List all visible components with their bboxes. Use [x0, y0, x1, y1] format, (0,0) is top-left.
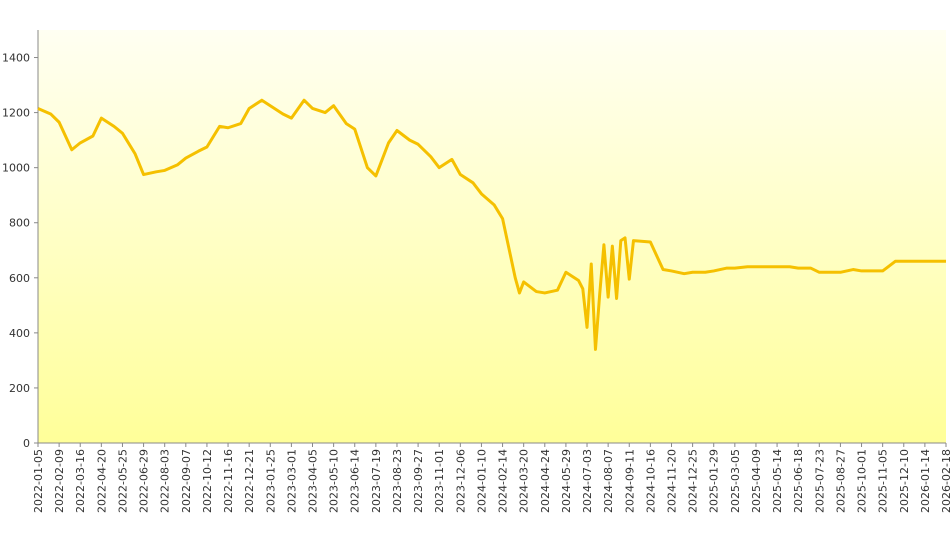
- x-tick-label: 2025-03-05: [729, 449, 742, 513]
- x-tick-label: 2022-10-12: [201, 449, 214, 513]
- x-tick-label: 2023-03-01: [285, 449, 298, 513]
- x-tick-label: 2022-01-05: [32, 449, 45, 513]
- y-tick-label: 800: [9, 217, 30, 230]
- x-tick-label: 2024-10-16: [644, 449, 657, 513]
- y-tick-label: 200: [9, 382, 30, 395]
- x-tick-label: 2023-09-27: [412, 449, 425, 513]
- x-tick-label: 2022-11-16: [222, 449, 235, 513]
- y-tick-label: 0: [23, 437, 30, 450]
- x-tick-label: 2022-06-29: [138, 449, 151, 513]
- x-tick-label: 2024-11-20: [665, 449, 678, 513]
- y-tick-label: 1000: [2, 162, 30, 175]
- x-tick-label: 2022-03-16: [74, 449, 87, 513]
- x-tick-label: 2023-07-19: [370, 449, 383, 513]
- x-tick-label: 2025-08-27: [834, 449, 847, 513]
- x-tick-label: 2024-08-07: [602, 449, 615, 513]
- y-tick-label: 1200: [2, 107, 30, 120]
- x-tick-label: 2026-02-18: [940, 449, 950, 513]
- x-tick-label: 2022-09-07: [180, 449, 193, 513]
- x-tick-label: 2024-09-11: [623, 449, 636, 513]
- x-tick-label: 2024-03-20: [518, 449, 531, 513]
- x-tick-label: 2025-10-01: [856, 449, 869, 513]
- x-tick-label: 2022-02-09: [53, 449, 66, 513]
- x-tick-label: 2023-08-23: [391, 449, 404, 513]
- x-tick-label: 2026-01-14: [919, 449, 932, 513]
- x-tick-label: 2022-12-21: [243, 449, 256, 513]
- x-tick-label: 2023-06-14: [349, 449, 362, 513]
- x-tick-label: 2024-02-14: [497, 449, 510, 513]
- x-tick-label: 2025-05-14: [771, 449, 784, 513]
- x-tick-label: 2025-12-10: [898, 449, 911, 513]
- x-tick-label: 2023-11-01: [433, 449, 446, 513]
- x-tick-label: 2024-01-10: [475, 449, 488, 513]
- x-tick-label: 2022-08-03: [159, 449, 172, 513]
- x-tick-label: 2025-11-05: [877, 449, 890, 513]
- plot-area: [38, 30, 946, 443]
- x-tick-label: 2025-01-29: [708, 449, 721, 513]
- x-tick-label: 2022-05-25: [116, 449, 129, 513]
- x-tick-label: 2025-07-23: [813, 449, 826, 513]
- x-tick-label: 2023-12-06: [454, 449, 467, 513]
- x-tick-label: 2024-07-03: [581, 449, 594, 513]
- y-tick-label: 400: [9, 327, 30, 340]
- x-tick-label: 2023-04-05: [307, 449, 320, 513]
- x-tick-label: 2025-06-18: [792, 449, 805, 513]
- x-tick-label: 2024-12-25: [687, 449, 700, 513]
- x-tick-label: 2022-04-20: [95, 449, 108, 513]
- x-tick-label: 2023-05-10: [328, 449, 341, 513]
- y-tick-label: 600: [9, 272, 30, 285]
- x-tick-label: 2023-01-25: [264, 449, 277, 513]
- y-tick-label: 1400: [2, 52, 30, 65]
- x-tick-label: 2024-05-29: [560, 449, 573, 513]
- x-tick-label: 2025-04-09: [750, 449, 763, 513]
- data-line: [37, 98, 946, 351]
- x-tick-label: 2024-04-24: [539, 449, 552, 513]
